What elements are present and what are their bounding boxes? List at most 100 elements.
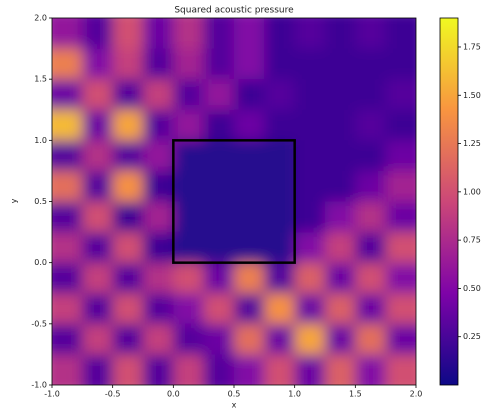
colorbar-tick-label: 1.25 [463, 139, 481, 148]
heatmap-cell [294, 48, 326, 80]
heatmap-cell [52, 293, 83, 325]
heatmap-cell [385, 262, 416, 294]
heatmap-cell [325, 18, 356, 50]
heatmap-cell [173, 262, 205, 294]
x-axis-label: x [232, 401, 237, 410]
heatmap-cell [82, 232, 114, 264]
colorbar-tick-label: 0.50 [463, 284, 481, 293]
heatmap-cell [143, 232, 174, 264]
heatmap-cell [52, 170, 83, 202]
heatmap-cell [143, 140, 174, 172]
heatmap-cell [52, 48, 83, 80]
x-tick-label: 1.5 [349, 390, 362, 399]
heatmap-cell [82, 354, 114, 385]
heatmap-cell [112, 201, 144, 233]
colorbar-tick-label: 1.75 [463, 42, 481, 51]
heatmap-cell [112, 262, 144, 294]
heatmap-cell [385, 79, 416, 111]
heatmap-cell [52, 109, 83, 141]
heatmap-cell [234, 323, 265, 355]
x-tick-label: -0.5 [105, 390, 121, 399]
y-tick-label: -0.5 [31, 319, 47, 328]
y-tick-label: 0.5 [34, 197, 47, 206]
heatmap-cell [112, 109, 144, 141]
heatmap-cell [355, 232, 387, 264]
heatmap-cell [234, 79, 265, 111]
heatmap-cell [203, 18, 235, 50]
heatmap-cell [203, 79, 235, 111]
heatmap-cell [234, 48, 265, 80]
heatmap-cell [325, 293, 356, 325]
heatmap-cell [82, 140, 114, 172]
heatmap-cell [325, 140, 356, 172]
heatmap-cell [325, 170, 356, 202]
heatmap-cell [385, 170, 416, 202]
heatmap-cell [82, 170, 114, 202]
heatmap-cell [52, 140, 83, 172]
heatmap-cell [234, 18, 265, 50]
obstacle-box [172, 139, 296, 264]
heatmap-cell [355, 262, 387, 294]
heatmap-cell [325, 323, 356, 355]
heatmap-cell [52, 323, 83, 355]
heatmap-cell [112, 323, 144, 355]
heatmap-cell [173, 232, 205, 264]
heatmap-cell [294, 323, 326, 355]
heatmap [52, 18, 416, 385]
heatmap-cell [355, 48, 387, 80]
heatmap-cell [294, 109, 326, 141]
heatmap-cell [112, 293, 144, 325]
heatmap-cell [82, 293, 114, 325]
heatmap-cell [52, 18, 83, 50]
heatmap-cell [234, 109, 265, 141]
x-tick-label: 0.0 [167, 390, 180, 399]
heatmap-cell [203, 232, 235, 264]
heatmap-cell [112, 232, 144, 264]
heatmap-cell [52, 201, 83, 233]
heatmap-cell [264, 48, 296, 80]
y-tick-label: 0.0 [34, 258, 47, 267]
heatmap-cell [385, 201, 416, 233]
heatmap-cell [294, 354, 326, 385]
heatmap-cell [112, 79, 144, 111]
x-tick-label: 2.0 [410, 390, 423, 399]
heatmap-cell [203, 140, 235, 172]
heatmap-cell [264, 201, 296, 233]
heatmap-cell [52, 79, 83, 111]
heatmap-cell [143, 323, 174, 355]
heatmap-cell [82, 323, 114, 355]
colorbar-tick-label: 1.00 [463, 187, 481, 196]
heatmap-cell [173, 354, 205, 385]
heatmap-cell [203, 48, 235, 80]
heatmap-cell [143, 201, 174, 233]
heatmap-cell [234, 170, 265, 202]
heatmap-cell [143, 48, 174, 80]
heatmap-cell [325, 262, 356, 294]
heatmap-cell [234, 354, 265, 385]
x-tick-label: 1.0 [288, 390, 301, 399]
heatmap-cell [294, 262, 326, 294]
heatmap-cell [112, 48, 144, 80]
heatmap-cell [234, 140, 265, 172]
colorbar-tick-label: 0.75 [463, 236, 481, 245]
heatmap-cell [82, 79, 114, 111]
heatmap-cell [294, 79, 326, 111]
heatmap-cell [294, 232, 326, 264]
y-axis-label: y [10, 198, 19, 203]
heatmap-cell [355, 293, 387, 325]
heatmap-cell [143, 79, 174, 111]
heatmap-cell [82, 262, 114, 294]
heatmap-cell [143, 109, 174, 141]
heatmap-cell [203, 323, 235, 355]
heatmap-cell [203, 293, 235, 325]
heatmap-cell [82, 18, 114, 50]
heatmap-cell [325, 79, 356, 111]
heatmap-cell [264, 232, 296, 264]
heatmap-cell [143, 293, 174, 325]
heatmap-cell [264, 109, 296, 141]
heatmap-cell [264, 262, 296, 294]
heatmap-cell [173, 323, 205, 355]
heatmap-cell [355, 79, 387, 111]
heatmap-cell [355, 323, 387, 355]
heatmap-cell [294, 293, 326, 325]
